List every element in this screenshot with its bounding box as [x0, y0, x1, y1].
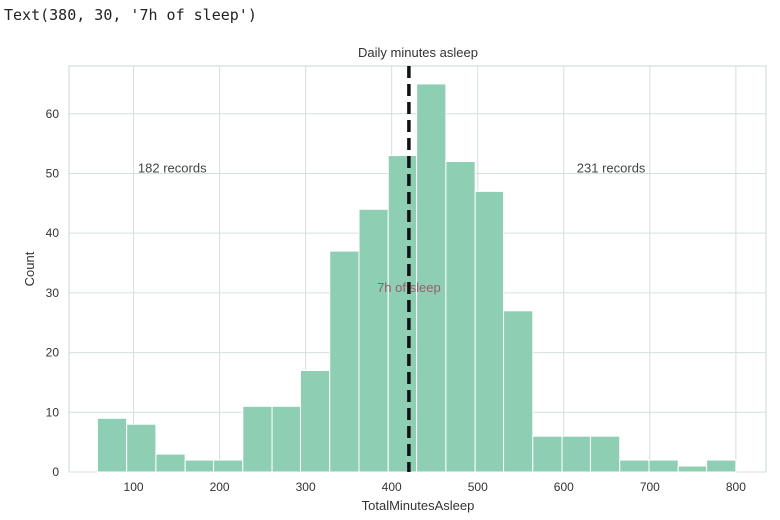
histogram-bar — [126, 423, 157, 473]
histogram-bar — [648, 459, 679, 473]
cell-output-text: Text(380, 30, '7h of sleep') — [4, 6, 257, 24]
y-tick-label: 60 — [46, 107, 60, 121]
bars-group — [96, 83, 737, 473]
histogram-bar — [213, 459, 244, 473]
histogram-bar — [184, 459, 215, 473]
histogram-bar — [619, 459, 650, 473]
histogram-bar — [299, 370, 331, 473]
x-tick-label: 700 — [640, 480, 660, 494]
y-tick-label: 50 — [46, 166, 60, 180]
y-tick-label: 0 — [52, 465, 59, 479]
histogram-bar — [242, 405, 273, 473]
histogram-bar — [96, 417, 128, 473]
x-axis-label: TotalMinutesAsleep — [362, 498, 475, 513]
annotations: 182 records 231 records 7h of sleep — [138, 66, 646, 472]
tick-labels: 100 200 300 400 500 600 700 800 0 10 20 30 40 50 60 — [46, 107, 747, 494]
y-tick-label: 40 — [46, 226, 60, 240]
y-tick-label: 20 — [46, 346, 60, 360]
chart-title: Daily minutes asleep — [358, 45, 478, 60]
x-tick-label: 400 — [382, 480, 402, 494]
records-annotation: 231 records — [577, 161, 646, 176]
histogram-bar — [706, 459, 737, 473]
y-tick-label: 10 — [46, 405, 60, 419]
x-tick-label: 100 — [124, 480, 144, 494]
x-tick-label: 500 — [468, 480, 488, 494]
histogram-bar — [677, 465, 708, 473]
seven-hours-annotation: 7h of sleep — [377, 280, 441, 295]
histogram-bar — [532, 435, 563, 473]
histogram-bar — [503, 310, 534, 473]
x-tick-label: 200 — [210, 480, 230, 494]
histogram-bar — [155, 453, 186, 473]
records-annotation: 182 records — [138, 161, 207, 176]
y-tick-label: 30 — [46, 286, 60, 300]
histogram-bar — [387, 155, 418, 473]
y-axis-label: Count — [22, 251, 37, 286]
histogram-bar — [416, 83, 447, 473]
histogram-bar — [561, 435, 591, 473]
histogram-bar — [271, 405, 301, 473]
histogram-bar — [445, 161, 476, 473]
histogram-bar — [329, 250, 360, 473]
histogram-bar — [474, 190, 505, 473]
histogram-bar — [358, 208, 389, 473]
x-tick-label: 300 — [296, 480, 316, 494]
x-tick-label: 600 — [554, 480, 574, 494]
x-tick-label: 800 — [726, 480, 746, 494]
histogram-bar — [589, 435, 621, 473]
